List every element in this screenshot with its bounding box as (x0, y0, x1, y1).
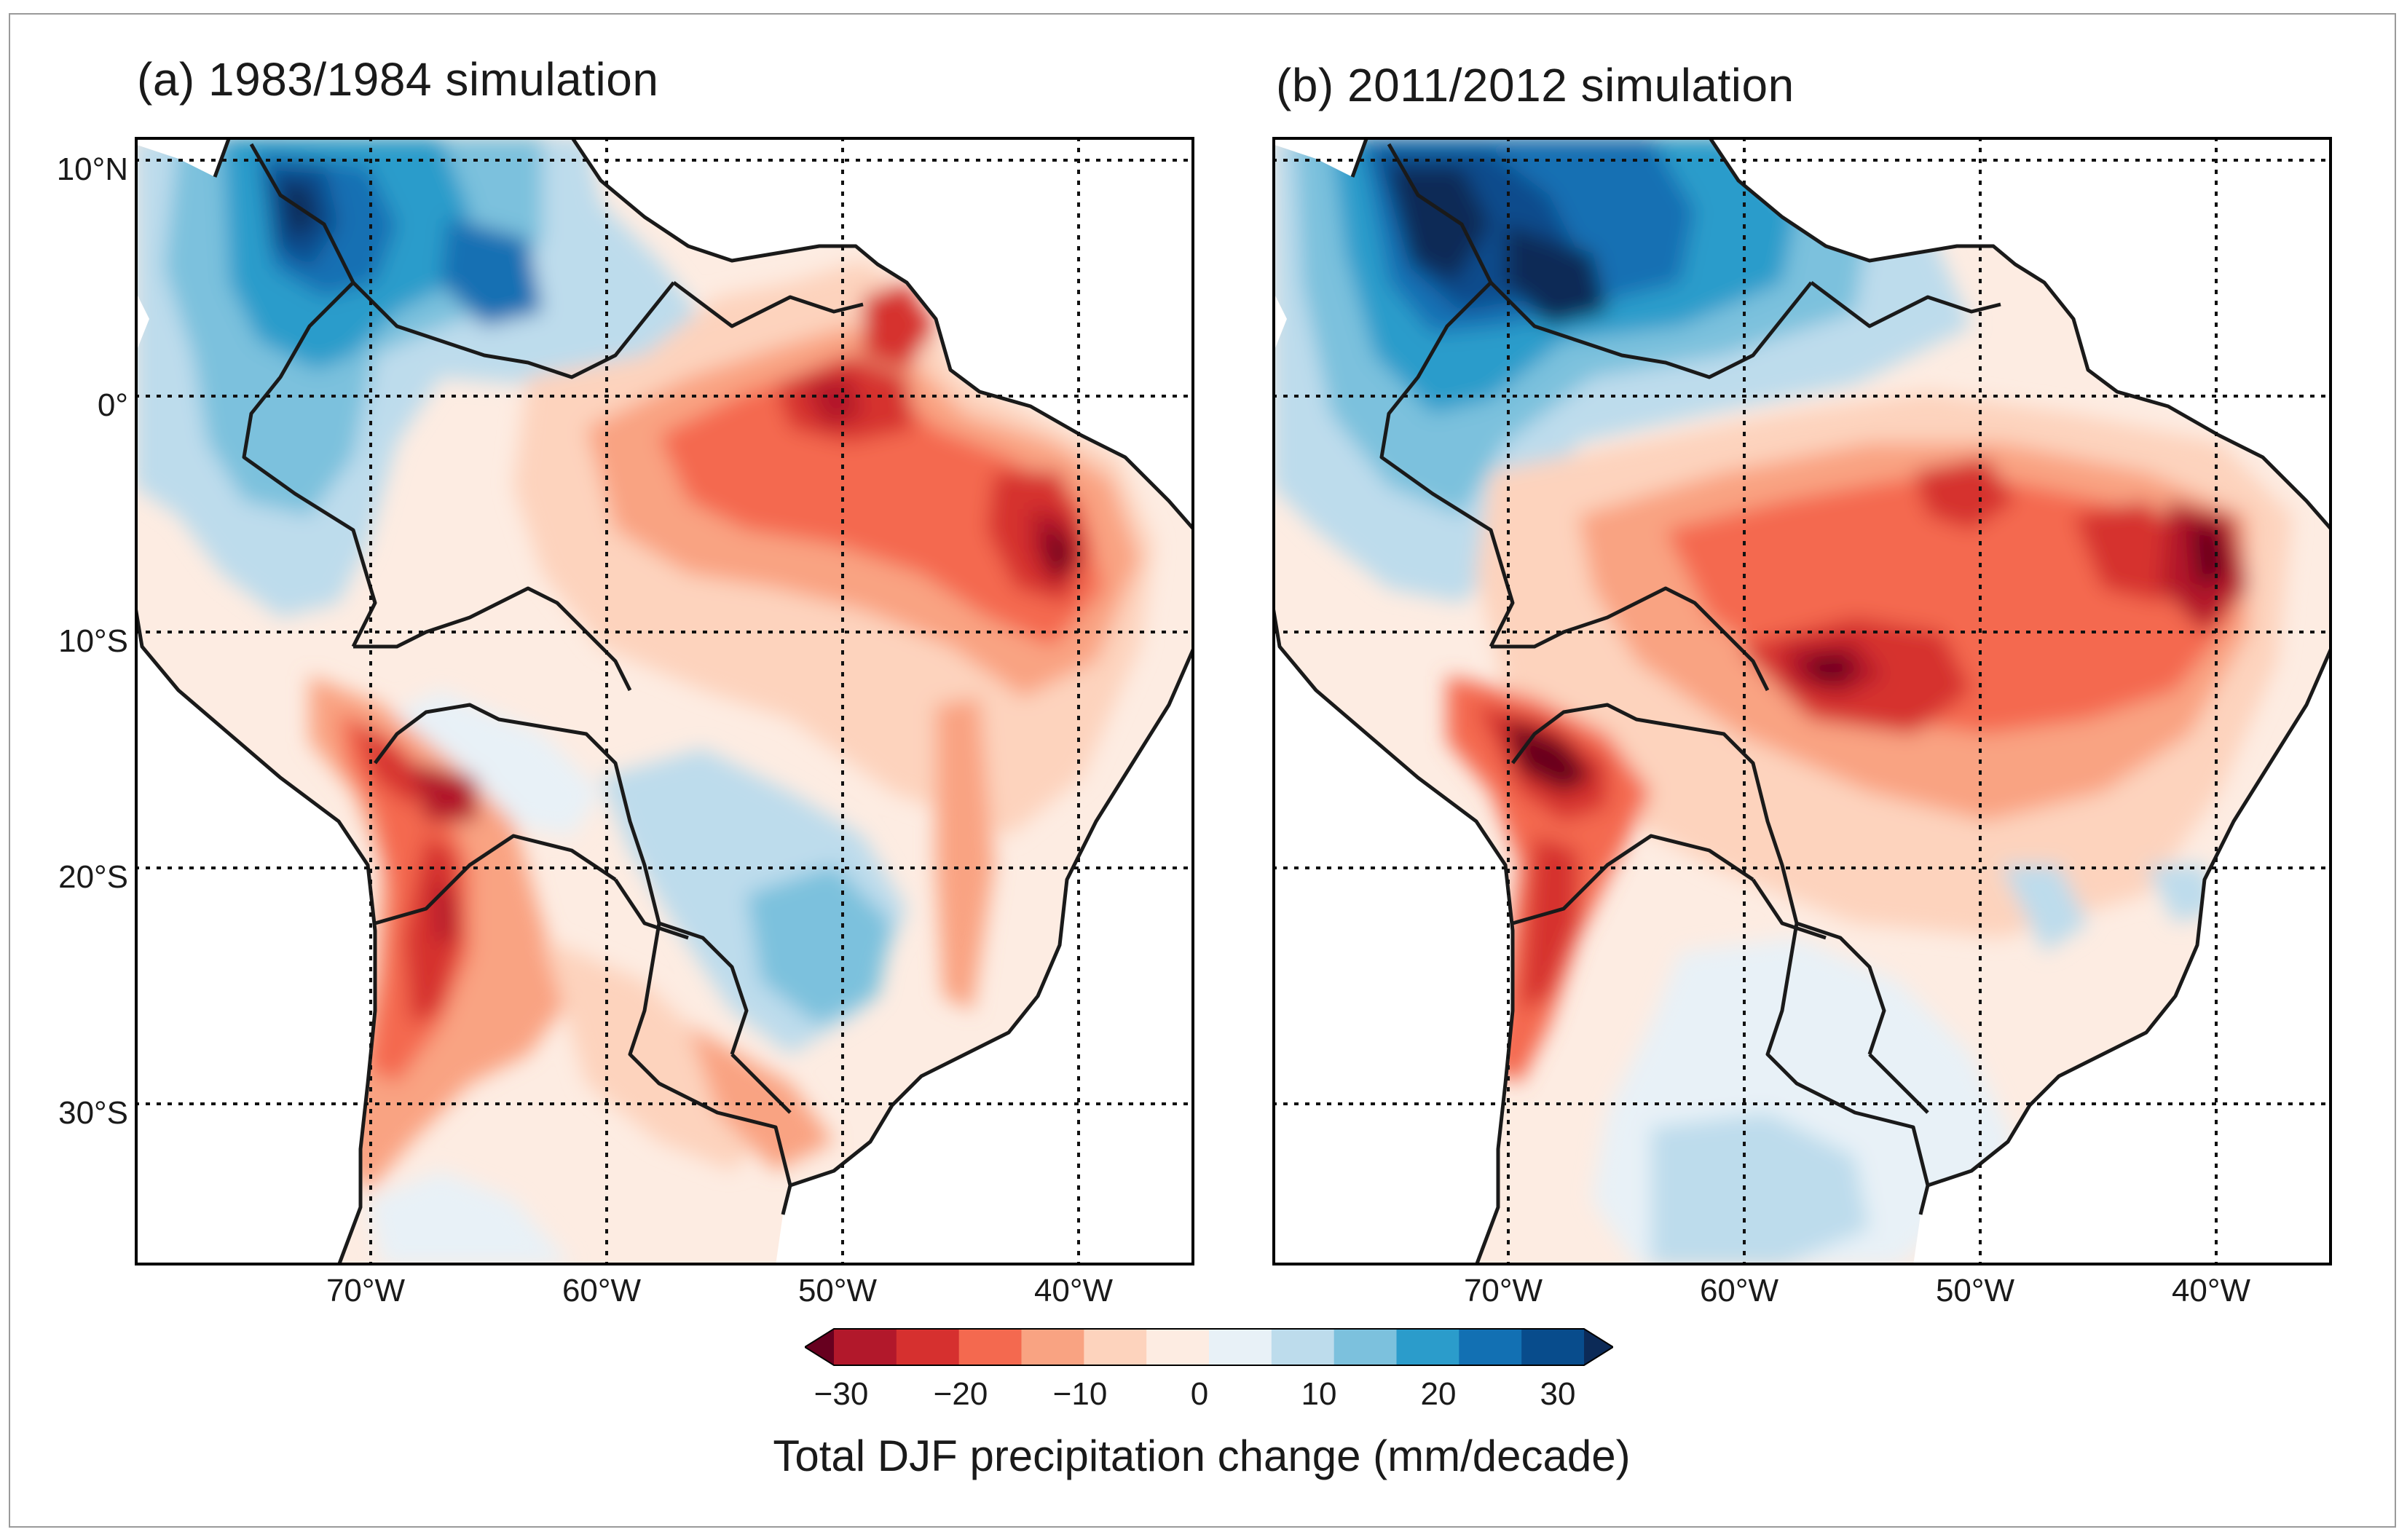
colorbar-segment (1271, 1329, 1335, 1365)
lat-label-10n: 10°N (56, 151, 128, 187)
colorbar-tick: −10 (1052, 1376, 1108, 1412)
colorbar-segment (1209, 1329, 1272, 1365)
lat-label-10s: 10°S (58, 623, 128, 659)
colorbar-tick: 20 (1420, 1376, 1457, 1412)
lon-label-b-50w: 50°W (1935, 1273, 2015, 1308)
colorbar (805, 1328, 1613, 1366)
colorbar-tick: 30 (1540, 1376, 1576, 1412)
colorbar-tick: 0 (1190, 1376, 1209, 1412)
map-panel-a (135, 137, 1194, 1265)
panel-b-title: (b) 2011/2012 simulation (1276, 59, 1795, 111)
colorbar-tick: −30 (814, 1376, 869, 1412)
colorbar-segment (834, 1329, 897, 1365)
colorbar-segment (896, 1329, 960, 1365)
colorbar-under-extension (805, 1329, 834, 1365)
lat-label-0: 0° (97, 387, 128, 423)
lat-label-30s: 30°S (58, 1095, 128, 1131)
lon-label-a-50w: 50°W (797, 1273, 878, 1308)
colorbar-tick: 10 (1301, 1376, 1337, 1412)
lon-label-a-70w: 70°W (326, 1273, 406, 1308)
colorbar-segment (1333, 1329, 1397, 1365)
panel-a-title: (a) 1983/1984 simulation (137, 53, 659, 106)
colorbar-over-extension (1584, 1329, 1613, 1365)
lon-label-b-70w: 70°W (1463, 1273, 1543, 1308)
lon-label-a-60w: 60°W (562, 1273, 642, 1308)
colorbar-segment (1459, 1329, 1522, 1365)
colorbar-segment (1084, 1329, 1147, 1365)
colorbar-outline (805, 1328, 1613, 1366)
lon-label-b-60w: 60°W (1699, 1273, 1779, 1308)
colorbar-segment (1521, 1329, 1585, 1365)
lon-label-a-40w: 40°W (1033, 1273, 1114, 1308)
colorbar-segment (1146, 1329, 1210, 1365)
lon-label-b-40w: 40°W (2171, 1273, 2251, 1308)
colorbar-segment (958, 1329, 1022, 1365)
colorbar-label: Total DJF precipitation change (mm/decad… (773, 1432, 1631, 1480)
colorbar-segment (1021, 1329, 1084, 1365)
colorbar-segment (1396, 1329, 1459, 1365)
map-panel-b (1272, 137, 2332, 1265)
colorbar-tick: −20 (933, 1376, 988, 1412)
lat-label-20s: 20°S (58, 859, 128, 895)
